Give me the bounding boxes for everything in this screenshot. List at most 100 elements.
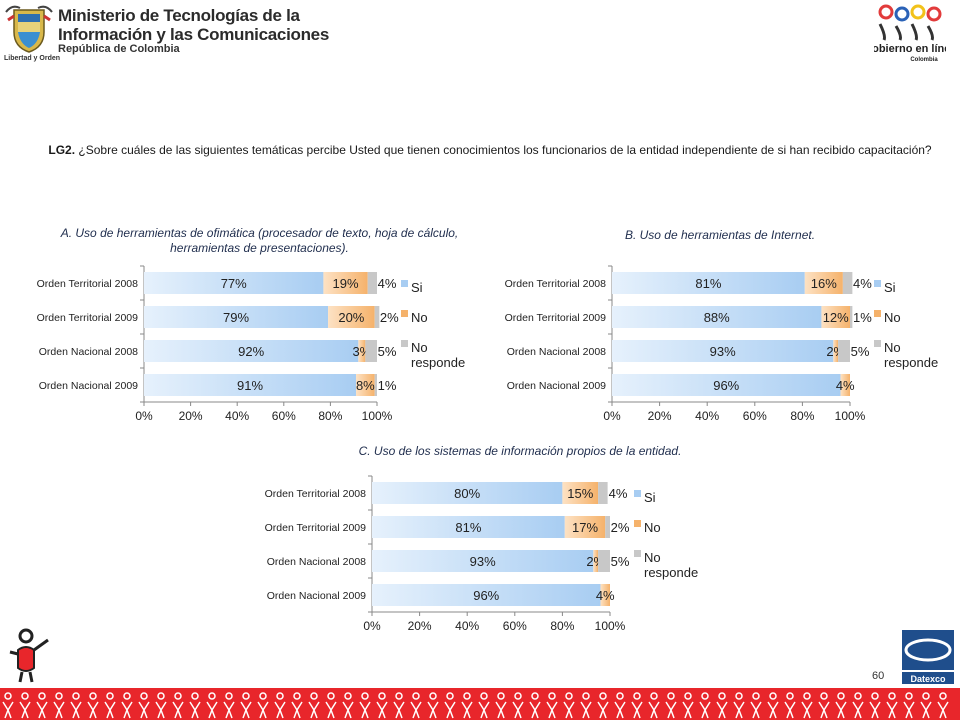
footer-person-body bbox=[189, 701, 201, 719]
footer-person-body bbox=[648, 701, 660, 719]
category-label: Orden Nacional 2008 bbox=[267, 556, 366, 568]
bar-segment-no bbox=[840, 374, 850, 396]
category-label: Orden Territorial 2009 bbox=[37, 312, 139, 324]
footer-person-head bbox=[752, 692, 760, 700]
footer-person-head bbox=[276, 692, 284, 700]
footer-person-body bbox=[546, 701, 558, 719]
footer-person-head bbox=[174, 692, 182, 700]
footer-person-head bbox=[361, 692, 369, 700]
footer-person-head bbox=[225, 692, 233, 700]
legend-swatch bbox=[634, 550, 641, 557]
legend-swatch bbox=[634, 520, 641, 527]
x-tick-label: 100% bbox=[362, 409, 393, 423]
footer-person-head bbox=[480, 692, 488, 700]
footer-person-body bbox=[903, 701, 915, 719]
data-label: 77% bbox=[221, 276, 247, 291]
bar-segment-si bbox=[372, 516, 565, 538]
category-label: Orden Nacional 2009 bbox=[39, 380, 138, 392]
data-label: 12% bbox=[823, 310, 849, 325]
footer-person-body bbox=[750, 701, 762, 719]
footer-person-head bbox=[582, 692, 590, 700]
footer-person-head bbox=[55, 692, 63, 700]
legend-swatch bbox=[401, 340, 408, 347]
footer-person-body bbox=[291, 701, 303, 719]
data-label: 91% bbox=[237, 378, 263, 393]
footer-person-head bbox=[21, 692, 29, 700]
footer-person-head bbox=[599, 692, 607, 700]
question-code: LG2. bbox=[48, 143, 76, 157]
data-label: 92% bbox=[238, 344, 264, 359]
category-label: Orden Territorial 2009 bbox=[265, 522, 367, 534]
category-label: Orden Nacional 2009 bbox=[267, 590, 366, 602]
x-tick-label: 60% bbox=[743, 409, 767, 423]
legend-label: No responde bbox=[884, 340, 938, 370]
footer-person-body bbox=[53, 701, 65, 719]
footer-person-body bbox=[563, 701, 575, 719]
bar-segment-no bbox=[356, 374, 375, 396]
footer-person-head bbox=[344, 692, 352, 700]
footer-person-body bbox=[325, 701, 337, 719]
footer-person-body bbox=[223, 701, 235, 719]
footer-person-body bbox=[937, 701, 949, 719]
footer-person-head bbox=[939, 692, 947, 700]
footer-person-head bbox=[820, 692, 828, 700]
category-label: Orden Territorial 2008 bbox=[505, 278, 607, 290]
data-label: 96% bbox=[473, 588, 499, 603]
footer-person-head bbox=[140, 692, 148, 700]
x-tick-label: 20% bbox=[408, 619, 432, 633]
x-tick-label: 100% bbox=[835, 409, 866, 423]
data-label: 4% bbox=[853, 276, 872, 291]
bar-segment-nr bbox=[842, 272, 853, 294]
data-label: 15% bbox=[567, 486, 593, 501]
x-tick-label: 40% bbox=[695, 409, 719, 423]
chart-a-title: A. Uso de herramientas de ofimática (pro… bbox=[60, 226, 459, 255]
bar-segment-nr bbox=[598, 550, 610, 572]
footer-person-head bbox=[4, 692, 12, 700]
footer-person-head bbox=[531, 692, 539, 700]
chart-a: 0% 20% 40% 60% 80% 100% Orden Territorial 2008… bbox=[37, 265, 465, 423]
footer-person-head bbox=[259, 692, 267, 700]
footer-person-head bbox=[293, 692, 301, 700]
category-label: Orden Territorial 2008 bbox=[37, 278, 139, 290]
footer-person-head bbox=[327, 692, 335, 700]
footer-person-body bbox=[852, 701, 864, 719]
footer-person-body bbox=[597, 701, 609, 719]
legend-label: No bbox=[884, 310, 901, 325]
chart-b-title: B. Uso de herramientas de Internet. bbox=[624, 228, 816, 242]
footer-person-head bbox=[208, 692, 216, 700]
bar-segment-no bbox=[593, 550, 599, 572]
footer-person-head bbox=[718, 692, 726, 700]
footer-person-body bbox=[835, 701, 847, 719]
footer-person-head bbox=[310, 692, 318, 700]
x-tick-label: 0% bbox=[603, 409, 621, 423]
category-label: Orden Territorial 2008 bbox=[265, 488, 367, 500]
data-label: 4% bbox=[378, 276, 397, 291]
gobierno-logo-text: Gobierno en línea bbox=[874, 43, 946, 55]
x-tick-label: 80% bbox=[790, 409, 814, 423]
legend-swatch bbox=[634, 490, 641, 497]
footer-person-head bbox=[616, 692, 624, 700]
data-label: 8% bbox=[356, 378, 375, 393]
data-label: 4% bbox=[596, 588, 615, 603]
footer-person-body bbox=[682, 701, 694, 719]
bar-segment-no bbox=[564, 516, 606, 538]
footer-person-body bbox=[818, 701, 830, 719]
bar-segment-nr bbox=[374, 374, 377, 396]
bar-segment-si bbox=[372, 482, 563, 504]
footer-person-head bbox=[412, 692, 420, 700]
footer-person-body bbox=[869, 701, 881, 719]
bar-segment-no bbox=[358, 340, 366, 362]
ministry-line-1: Ministerio de Tecnologías de la bbox=[58, 6, 300, 25]
ministry-name: Ministerio de Tecnologías de la Informac… bbox=[58, 6, 329, 44]
x-tick-label: 60% bbox=[503, 619, 527, 633]
bar-segment-no bbox=[600, 584, 610, 606]
bar-segment-no bbox=[833, 340, 839, 362]
bar-segment-no bbox=[821, 306, 850, 328]
x-tick-label: 0% bbox=[363, 619, 381, 633]
bar-segment-si bbox=[372, 584, 601, 606]
footer-person-head bbox=[786, 692, 794, 700]
chart-c-title: C. Uso de los sistemas de información pr… bbox=[358, 444, 682, 458]
data-label: 16% bbox=[811, 276, 837, 291]
ministry-line-2: Información y las Comunicaciones bbox=[58, 25, 329, 44]
coat-of-arms-logo bbox=[5, 5, 53, 53]
